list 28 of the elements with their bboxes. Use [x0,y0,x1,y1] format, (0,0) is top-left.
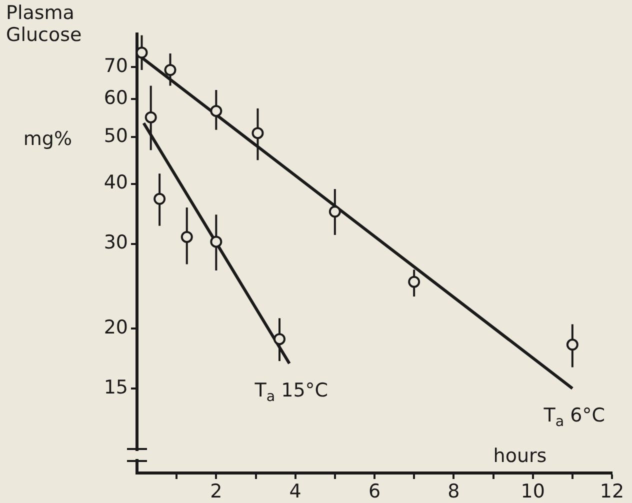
point [252,127,264,140]
point [210,236,222,248]
y-axis-title: Plasma Glucose [6,2,82,46]
y-tick-label: 50 [104,125,128,148]
point [408,276,420,288]
y-tick-label: 60 [104,87,128,110]
y-tick-label: 40 [104,172,128,194]
x-axis-title: hours [493,444,547,467]
point [180,230,193,243]
y-tick-label: 30 [104,232,128,254]
y-tick-label: 70 [104,54,128,77]
text: mg% [23,128,72,150]
point [328,206,341,218]
point [566,338,578,351]
y-tick-label: 15 [104,376,128,398]
point [274,333,286,346]
x-tick-label: 8 [448,480,460,502]
y-tick-label: 20 [104,316,128,338]
point [154,192,166,205]
x-tick-label: 2 [210,480,222,502]
x-tick-label: 10 [520,480,545,502]
x-tick-label: 12 [600,480,624,502]
x-tick-label: 6 [368,480,381,502]
point [144,111,157,124]
point [210,104,222,117]
x-tick-label: 4 [289,480,302,502]
point [137,46,148,59]
point [164,64,176,76]
